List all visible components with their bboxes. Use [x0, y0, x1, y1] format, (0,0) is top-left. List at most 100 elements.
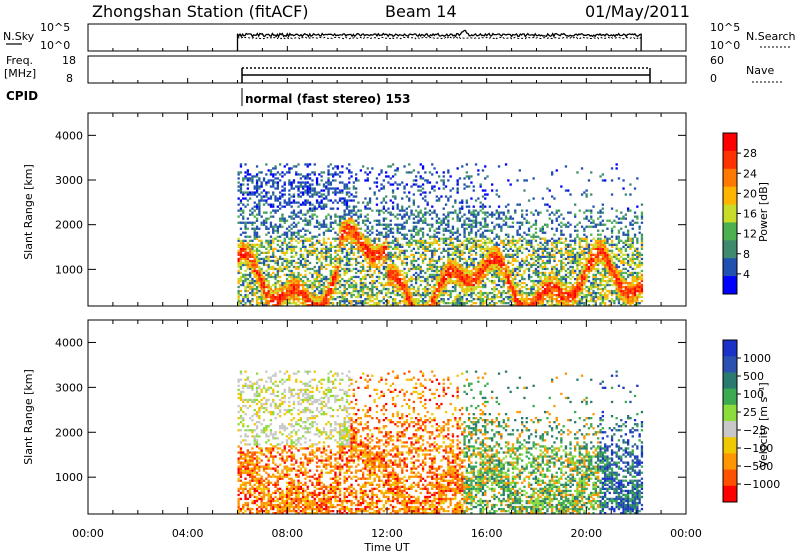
power-cell: [491, 247, 494, 250]
power-cell: [355, 295, 358, 299]
power-cell: [574, 277, 577, 281]
power-cell: [516, 233, 519, 236]
power-cell: [431, 263, 434, 267]
power-cell: [387, 277, 390, 281]
power-cell: [544, 298, 547, 301]
power-cell: [525, 302, 528, 305]
power-cell: [378, 291, 381, 295]
power-cell: [433, 189, 436, 192]
power-cell: [368, 253, 372, 256]
power-cell: [431, 269, 434, 273]
power-cell: [514, 302, 517, 305]
power-cell: [398, 293, 402, 297]
power-cell: [297, 283, 300, 287]
power-cell: [502, 213, 505, 216]
power-cell: [403, 165, 406, 168]
power-cell: [272, 185, 275, 188]
power-cell: [242, 261, 245, 265]
power-cell: [237, 221, 240, 224]
power-cell: [463, 227, 466, 230]
power-cell: [362, 237, 365, 240]
power-cell: [352, 235, 355, 238]
power-cell: [474, 231, 478, 234]
power-cell: [534, 291, 538, 295]
power-cell: [470, 245, 473, 248]
power-cell: [348, 205, 351, 208]
power-cell: [410, 275, 413, 279]
power-cell: [442, 179, 445, 182]
power-cell: [481, 189, 485, 192]
power-cell: [258, 171, 261, 174]
power-cell: [419, 239, 422, 242]
power-cell: [313, 171, 316, 174]
power-cell: [308, 279, 312, 283]
power-cell: [465, 281, 468, 285]
power-cell: [481, 279, 485, 283]
power-cell: [322, 219, 326, 222]
power-cell: [551, 269, 554, 273]
power-cell: [253, 187, 256, 190]
power-cell: [567, 275, 570, 279]
power-cell: [348, 267, 351, 271]
power-cell: [272, 289, 275, 293]
power-cell: [461, 265, 464, 269]
power-cell: [537, 257, 540, 261]
power-cell: [555, 227, 558, 230]
power-cell: [269, 247, 273, 250]
power-cell: [484, 259, 487, 263]
power-cell: [410, 298, 413, 301]
power-cell: [385, 269, 388, 273]
power-cell: [578, 281, 581, 285]
power-cell: [338, 243, 342, 246]
power-cell: [562, 253, 565, 256]
power-cell: [368, 171, 372, 174]
power-cell: [541, 281, 544, 285]
freq-right-label: Nave: [746, 64, 774, 77]
power-cell: [380, 249, 383, 252]
power-cell: [350, 219, 353, 222]
power-cell: [417, 251, 420, 254]
power-cell: [479, 235, 482, 238]
power-cell: [288, 247, 291, 250]
power-cell: [532, 213, 535, 216]
power-cell: [419, 271, 422, 275]
power-cell: [396, 265, 399, 269]
power-cell: [451, 302, 455, 305]
power-cell: [493, 255, 496, 258]
power-cell: [283, 257, 286, 261]
power-cell: [458, 281, 462, 285]
power-cell: [465, 185, 468, 188]
power-cell: [389, 275, 392, 279]
power-cell: [276, 293, 279, 297]
power-cell: [253, 259, 256, 263]
power-cell: [534, 255, 538, 258]
power-cell: [433, 300, 436, 303]
power-cell: [470, 287, 473, 291]
power-cell: [433, 304, 436, 306]
power-cell: [491, 183, 494, 186]
power-cell: [385, 245, 388, 248]
power-cell: [242, 298, 245, 301]
power-cell: [244, 289, 247, 293]
power-cell: [334, 221, 337, 224]
power-cell: [574, 295, 577, 299]
power-cell: [355, 289, 358, 293]
power-cell: [382, 295, 385, 299]
power-cell: [479, 221, 482, 224]
power-cell: [327, 227, 330, 230]
freq-left-tick-top: 18: [62, 54, 76, 67]
power-cell: [255, 237, 259, 240]
power-cell: [546, 277, 549, 281]
power-cell: [362, 304, 365, 306]
power-cell: [262, 251, 266, 254]
power-cell: [394, 197, 397, 200]
power-cell: [318, 285, 321, 289]
power-cell: [463, 291, 466, 295]
power-cell: [398, 285, 402, 289]
power-cell: [578, 257, 581, 261]
power-cell: [456, 281, 459, 285]
power-cell: [479, 289, 482, 293]
power-cell: [444, 285, 448, 289]
power-cell: [419, 269, 422, 273]
power-cell: [336, 167, 339, 170]
